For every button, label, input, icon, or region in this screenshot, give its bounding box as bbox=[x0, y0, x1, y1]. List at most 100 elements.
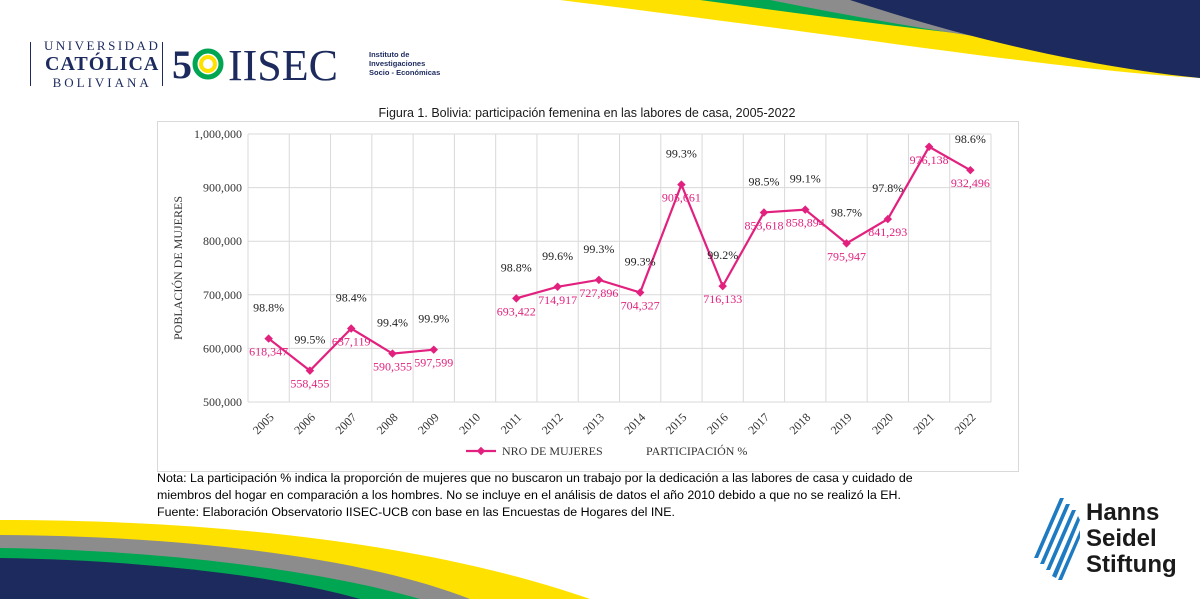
hss-line2: Seidel bbox=[1086, 525, 1157, 552]
x-tick-label: 2009 bbox=[415, 410, 442, 437]
participation-label: 97.8% bbox=[872, 181, 903, 195]
data-point bbox=[264, 334, 273, 343]
y-tick-label: 600,000 bbox=[203, 341, 242, 355]
x-tick-label: 2013 bbox=[580, 410, 607, 437]
value-label: 841,293 bbox=[868, 225, 907, 239]
iisec-sub-line3: Socio - Económicas bbox=[369, 68, 441, 77]
ucb-line3: BOLIVIANA bbox=[52, 75, 152, 90]
participation-label: 98.4% bbox=[336, 291, 367, 305]
x-tick-label: 2005 bbox=[250, 410, 277, 437]
participation-label: 98.8% bbox=[253, 301, 284, 315]
y-axis-title: POBLACIÓN DE MUJERES bbox=[171, 196, 185, 340]
iisec-subtitle: Instituto de Investigaciones Socio - Eco… bbox=[369, 50, 440, 77]
participation-label: 98.6% bbox=[914, 122, 945, 123]
data-point bbox=[635, 288, 645, 297]
x-tick-label: 2012 bbox=[539, 410, 566, 437]
data-point bbox=[718, 281, 727, 291]
x-tick-label: 2017 bbox=[745, 410, 772, 437]
value-label: 905,661 bbox=[662, 191, 701, 205]
value-label: 693,422 bbox=[497, 304, 536, 318]
value-label: 590,355 bbox=[373, 360, 412, 374]
participation-label: 98.5% bbox=[748, 174, 779, 188]
value-label: 558,455 bbox=[290, 377, 329, 391]
x-tick-label: 2015 bbox=[663, 410, 690, 437]
participation-label: 99.9% bbox=[418, 312, 449, 326]
y-tick-label: 800,000 bbox=[203, 234, 242, 248]
participation-label: 99.3% bbox=[625, 254, 656, 268]
participation-label: 99.5% bbox=[294, 333, 325, 347]
data-point bbox=[553, 282, 562, 292]
series-line-nro-de-mujeres bbox=[516, 145, 971, 300]
value-label: 716,133 bbox=[703, 292, 742, 306]
participation-label: 98.6% bbox=[955, 132, 986, 146]
value-label: 727,896 bbox=[579, 286, 618, 300]
x-tick-label: 2021 bbox=[910, 410, 937, 437]
data-point bbox=[388, 349, 397, 358]
participation-label: 98.7% bbox=[831, 205, 862, 219]
x-tick-label: 2008 bbox=[374, 410, 401, 437]
x-tick-label: 2019 bbox=[828, 410, 855, 437]
data-point bbox=[594, 275, 604, 285]
hss-line3: Stiftung bbox=[1086, 551, 1177, 578]
hss-line1: Hanns bbox=[1086, 499, 1160, 526]
ucb-line2: CATÓLICA bbox=[45, 53, 160, 75]
participation-label: 99.3% bbox=[583, 242, 614, 256]
value-label: 637,119 bbox=[332, 335, 371, 349]
x-tick-label: 2022 bbox=[952, 410, 979, 437]
legend-label-participacion: PARTICIPACIÓN % bbox=[646, 444, 747, 458]
x-tick-label: 2011 bbox=[498, 410, 525, 437]
value-label: 795,947 bbox=[827, 249, 866, 263]
x-tick-label: 2016 bbox=[704, 410, 731, 437]
legend-marker-icon bbox=[476, 446, 486, 456]
value-label: 618,347 bbox=[249, 345, 288, 359]
data-point bbox=[429, 345, 438, 354]
x-tick-label: 2018 bbox=[787, 410, 814, 437]
participation-label: 99.6% bbox=[542, 249, 573, 263]
data-point bbox=[346, 324, 356, 333]
x-tick-label: 2020 bbox=[869, 410, 896, 437]
participation-label: 99.2% bbox=[707, 248, 738, 262]
value-label: 976,138 bbox=[910, 153, 949, 167]
data-point bbox=[305, 366, 315, 375]
figure-title: Figura 1. Bolivia: participación femenin… bbox=[378, 106, 796, 120]
iisec-sub-line2: Investigaciones bbox=[369, 59, 426, 68]
participation-label: 99.1% bbox=[790, 172, 821, 186]
hss-logo-text: Hanns Seidel Stiftung bbox=[1086, 500, 1177, 578]
note-line2: miembros del hogar en comparación a los … bbox=[157, 488, 901, 502]
value-label: 932,496 bbox=[951, 176, 990, 190]
y-tick-label: 700,000 bbox=[203, 288, 242, 302]
hss-stripes-icon bbox=[1034, 498, 1080, 580]
data-point bbox=[966, 165, 975, 175]
logo-divider bbox=[30, 42, 31, 86]
y-tick-label: 1,000,000 bbox=[194, 127, 242, 141]
x-tick-label: 2007 bbox=[332, 410, 359, 437]
y-tick-label: 500,000 bbox=[203, 395, 242, 409]
source-line: Fuente: Elaboración Observatorio IISEC-U… bbox=[157, 505, 675, 519]
value-label: 597,599 bbox=[414, 356, 453, 370]
x-tick-label: 2014 bbox=[621, 410, 648, 437]
iisec-logo: 5 IISEC bbox=[172, 38, 367, 91]
y-tick-label: 900,000 bbox=[203, 181, 242, 195]
x-tick-label: 2010 bbox=[456, 410, 483, 437]
participation-label: 99.4% bbox=[377, 316, 408, 330]
legend-label-nro-de-mujeres: NRO DE MUJERES bbox=[502, 444, 603, 458]
iisec-sub-line1: Instituto de bbox=[369, 50, 410, 59]
logo-divider-2 bbox=[162, 42, 163, 86]
chart-container: 500,000 600,000 700,000 800,000 900,000 1,000… bbox=[157, 109, 1019, 472]
svg-text:5: 5 bbox=[172, 42, 192, 86]
line-chart: 500,000 600,000 700,000 800,000 900,000 1,000… bbox=[171, 109, 992, 458]
value-label: 853,618 bbox=[744, 218, 783, 232]
participation-label: 99.3% bbox=[666, 147, 697, 161]
x-tick-label: 2006 bbox=[291, 410, 318, 437]
data-point bbox=[512, 294, 521, 303]
data-point bbox=[759, 208, 769, 217]
value-label: 704,327 bbox=[621, 298, 660, 312]
ucb-logo: UNIVERSIDAD CATÓLICA BOLIVIANA bbox=[44, 38, 160, 90]
value-label: 714,917 bbox=[538, 293, 577, 307]
ucb-line1: UNIVERSIDAD bbox=[44, 38, 161, 53]
note-line1: Nota: La participación % indica la propo… bbox=[157, 471, 913, 485]
notes: Nota: La participación % indica la propo… bbox=[157, 470, 1037, 521]
data-point bbox=[924, 142, 934, 152]
svg-text:IISEC: IISEC bbox=[228, 41, 338, 86]
value-label: 858,894 bbox=[786, 216, 825, 230]
